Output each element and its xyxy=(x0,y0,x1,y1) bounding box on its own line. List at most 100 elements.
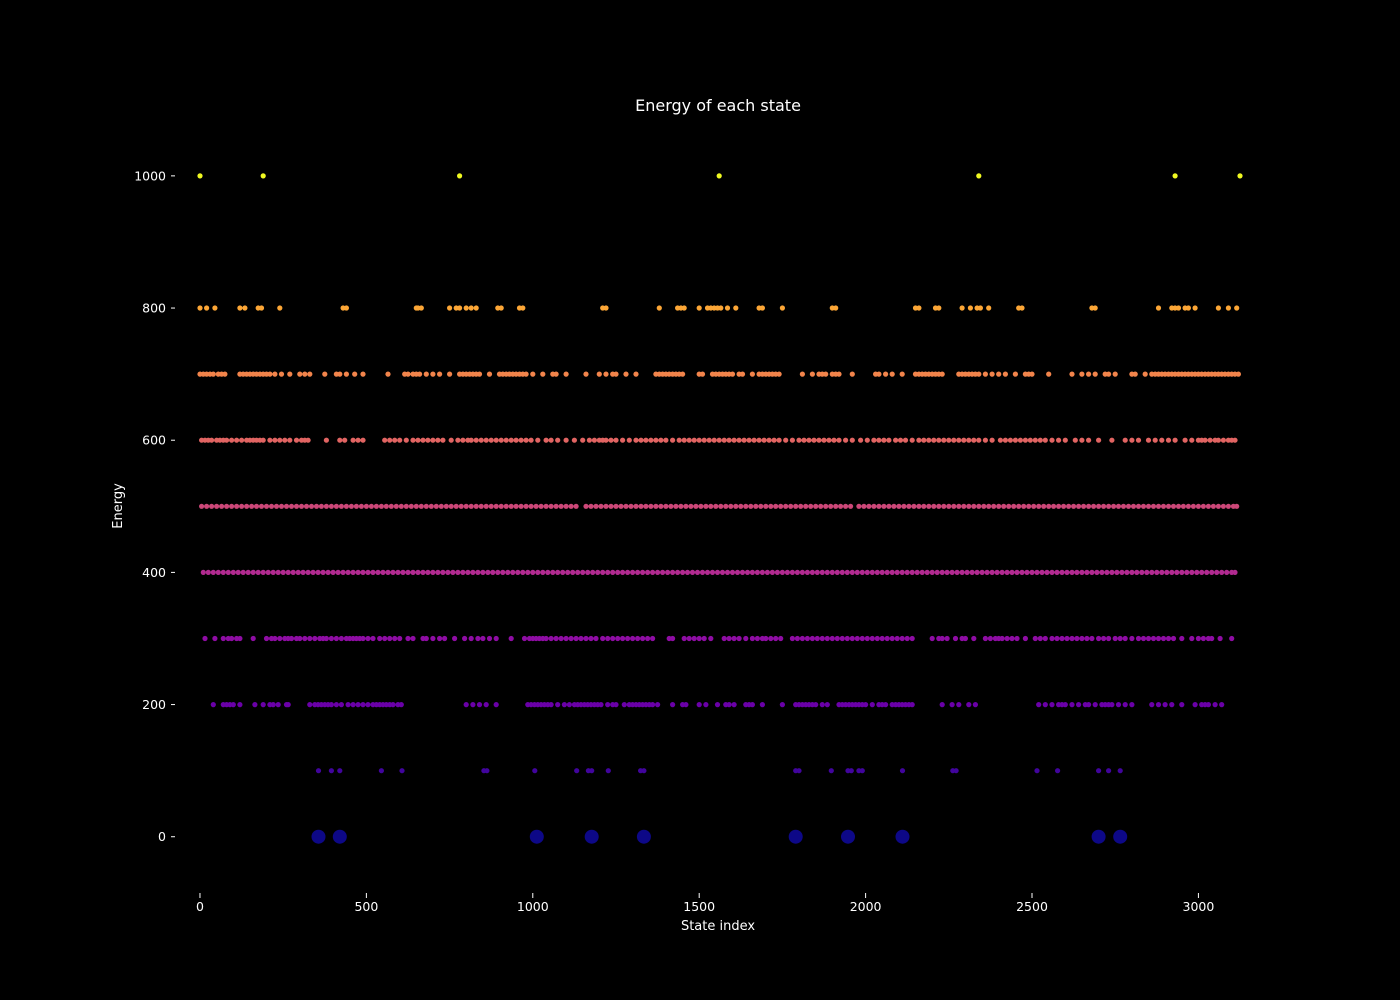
data-point-energy-300 xyxy=(1054,635,1060,642)
data-point-energy-400 xyxy=(1164,569,1170,576)
data-point-energy-600 xyxy=(676,437,682,443)
data-point-energy-700 xyxy=(939,371,945,377)
data-point-energy-600 xyxy=(1086,437,1092,443)
data-point-energy-600 xyxy=(816,437,822,443)
data-point-energy-700 xyxy=(337,371,343,377)
data-point-energy-300 xyxy=(864,635,870,642)
data-point-energy-400 xyxy=(1034,569,1040,576)
data-point-energy-600 xyxy=(535,437,541,443)
data-point-energy-600 xyxy=(1182,437,1188,443)
data-point-energy-600 xyxy=(783,437,789,443)
data-point-energy-700 xyxy=(849,371,855,377)
data-point-energy-500 xyxy=(453,503,459,509)
data-point-energy-700 xyxy=(799,371,806,377)
data-point-energy-300 xyxy=(874,635,880,642)
data-point-energy-400 xyxy=(620,569,626,576)
data-point-energy-600 xyxy=(342,437,348,443)
data-point-energy-500 xyxy=(906,503,912,509)
data-point-energy-400 xyxy=(410,569,416,576)
data-point-energy-0 xyxy=(1113,829,1128,844)
data-point-energy-400 xyxy=(205,569,211,576)
data-point-energy-500 xyxy=(936,503,942,509)
data-point-energy-500 xyxy=(823,503,829,509)
data-point-energy-200 xyxy=(355,702,361,708)
data-point-energy-500 xyxy=(673,503,679,509)
data-point-energy-400 xyxy=(809,569,816,576)
data-point-energy-300 xyxy=(508,635,514,642)
data-point-energy-600 xyxy=(392,437,398,443)
data-point-energy-500 xyxy=(1175,503,1182,509)
data-point-energy-600 xyxy=(821,437,827,443)
data-point-energy-100 xyxy=(796,768,802,774)
data-point-energy-700 xyxy=(876,371,882,377)
data-point-energy-500 xyxy=(573,503,579,509)
data-point-energy-500 xyxy=(911,503,917,509)
data-point-energy-800 xyxy=(473,305,479,311)
data-point-energy-400 xyxy=(894,569,900,576)
data-point-energy-100 xyxy=(828,768,834,774)
data-point-energy-400 xyxy=(1139,569,1145,576)
data-point-energy-600 xyxy=(239,437,245,443)
data-point-energy-400 xyxy=(919,569,925,576)
data-point-energy-0 xyxy=(636,829,651,844)
data-point-energy-400 xyxy=(280,569,286,576)
data-point-energy-400 xyxy=(1119,569,1125,576)
data-point-energy-200 xyxy=(650,702,656,708)
data-point-energy-300 xyxy=(272,635,278,642)
data-point-energy-500 xyxy=(613,503,619,509)
data-point-energy-400 xyxy=(470,569,476,576)
data-point-energy-300 xyxy=(778,635,784,642)
data-point-energy-700 xyxy=(553,371,559,377)
data-point-energy-500 xyxy=(308,503,315,509)
data-point-energy-600 xyxy=(580,437,586,443)
data-point-energy-700 xyxy=(267,371,273,377)
data-point-energy-200 xyxy=(869,702,875,708)
data-point-energy-500 xyxy=(688,503,694,509)
data-point-energy-500 xyxy=(1165,503,1172,509)
data-point-energy-500 xyxy=(1076,503,1082,509)
data-point-energy-200 xyxy=(683,702,689,708)
data-point-energy-500 xyxy=(343,503,349,509)
data-point-energy-300 xyxy=(1096,635,1102,642)
data-point-energy-400 xyxy=(300,569,306,576)
data-point-energy-300 xyxy=(237,635,243,642)
data-point-energy-400 xyxy=(1184,569,1190,576)
data-point-energy-400 xyxy=(724,569,731,576)
data-point-energy-500 xyxy=(1145,503,1152,509)
data-point-energy-700 xyxy=(899,371,905,377)
data-point-energy-300 xyxy=(1155,635,1162,642)
data-point-energy-700 xyxy=(523,371,529,377)
data-point-energy-300 xyxy=(869,635,875,642)
data-point-energy-500 xyxy=(368,503,374,509)
data-point-energy-400 xyxy=(445,569,451,576)
data-point-energy-500 xyxy=(513,503,519,509)
data-point-energy-800 xyxy=(1092,305,1098,311)
data-point-energy-700 xyxy=(322,371,328,377)
data-point-energy-600 xyxy=(1109,437,1115,443)
data-point-energy-400 xyxy=(615,569,621,576)
data-point-energy-400 xyxy=(490,569,496,576)
data-point-energy-800 xyxy=(258,305,265,311)
data-point-energy-600 xyxy=(229,437,235,443)
data-point-energy-500 xyxy=(838,503,844,509)
data-point-energy-700 xyxy=(417,371,423,377)
data-point-energy-500 xyxy=(538,503,544,509)
data-point-energy-200 xyxy=(1205,702,1211,708)
data-point-energy-400 xyxy=(779,569,786,576)
data-point-energy-1000 xyxy=(716,173,722,179)
data-point-energy-400 xyxy=(350,569,356,576)
data-point-energy-600 xyxy=(1202,437,1208,443)
data-point-energy-300 xyxy=(392,635,398,642)
data-point-energy-800 xyxy=(1215,305,1221,311)
data-point-energy-600 xyxy=(858,437,864,443)
data-point-energy-400 xyxy=(315,569,321,576)
data-point-energy-700 xyxy=(486,371,493,377)
data-point-energy-400 xyxy=(934,569,940,576)
data-point-energy-500 xyxy=(563,503,569,509)
data-point-energy-800 xyxy=(1234,305,1240,311)
data-point-energy-800 xyxy=(418,305,424,311)
data-point-energy-300 xyxy=(486,635,493,642)
data-point-energy-600 xyxy=(736,437,742,443)
data-point-energy-700 xyxy=(222,371,228,377)
